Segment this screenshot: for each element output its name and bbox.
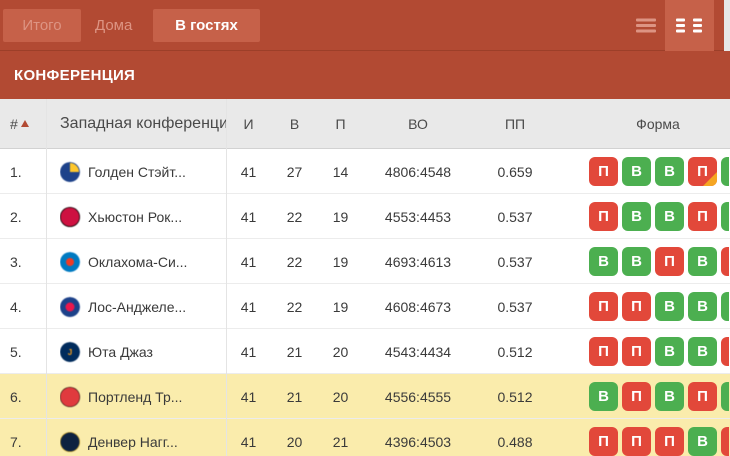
svg-text:J: J <box>68 348 72 357</box>
